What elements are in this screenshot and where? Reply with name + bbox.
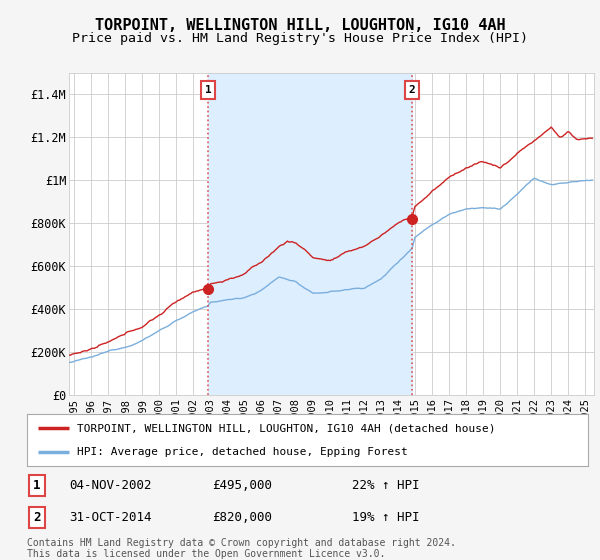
Text: TORPOINT, WELLINGTON HILL, LOUGHTON, IG10 4AH (detached house): TORPOINT, WELLINGTON HILL, LOUGHTON, IG1… [77,423,496,433]
Text: TORPOINT, WELLINGTON HILL, LOUGHTON, IG10 4AH: TORPOINT, WELLINGTON HILL, LOUGHTON, IG1… [95,18,505,33]
Text: Contains HM Land Registry data © Crown copyright and database right 2024.
This d: Contains HM Land Registry data © Crown c… [27,538,456,559]
Text: 1: 1 [205,85,211,95]
Text: 2: 2 [34,511,41,524]
Text: 1: 1 [34,479,41,492]
Text: 31-OCT-2014: 31-OCT-2014 [69,511,152,524]
Text: 04-NOV-2002: 04-NOV-2002 [69,479,152,492]
Text: HPI: Average price, detached house, Epping Forest: HPI: Average price, detached house, Eppi… [77,447,408,457]
Text: 19% ↑ HPI: 19% ↑ HPI [352,511,420,524]
Bar [208,73,412,395]
Text: Price paid vs. HM Land Registry's House Price Index (HPI): Price paid vs. HM Land Registry's House … [72,32,528,45]
Text: 2: 2 [409,85,415,95]
Text: £820,000: £820,000 [212,511,272,524]
Text: 22% ↑ HPI: 22% ↑ HPI [352,479,420,492]
Text: £495,000: £495,000 [212,479,272,492]
